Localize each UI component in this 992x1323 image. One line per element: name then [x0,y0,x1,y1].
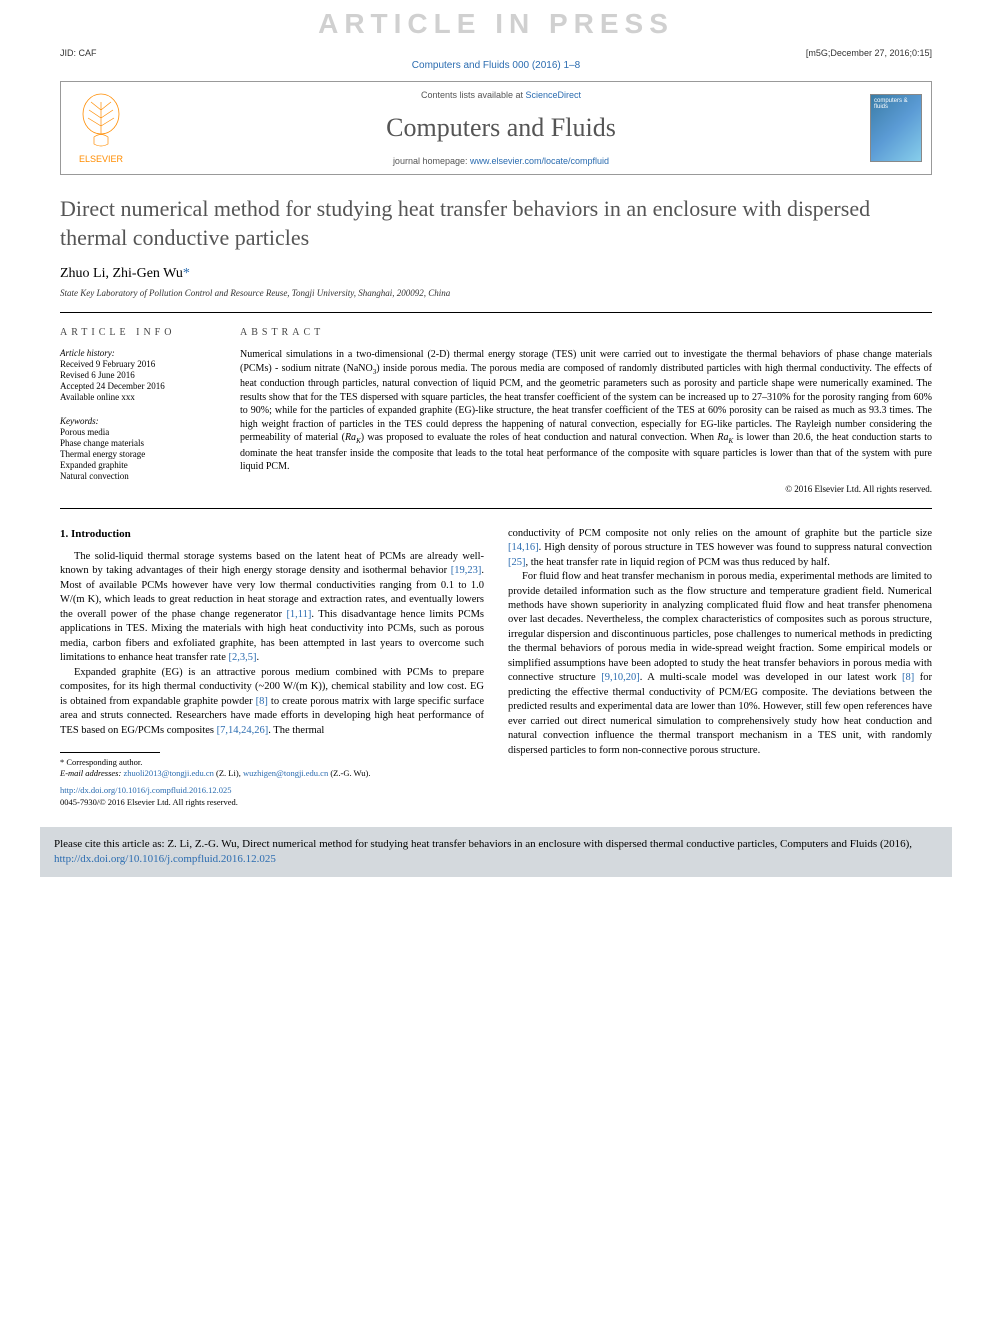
citation-ref[interactable]: [14,16] [508,542,539,553]
footnote-separator [60,752,160,753]
citation-ref[interactable]: [2,3,5] [229,652,257,663]
keyword: Expanded graphite [60,460,220,470]
keyword: Natural convection [60,471,220,481]
info-abstract-row: ARTICLE INFO Article history: Received 9… [60,313,932,508]
history-label: Article history: [60,348,220,358]
keyword: Thermal energy storage [60,449,220,459]
journal-reference: Computers and Fluids 000 (2016) 1–8 [0,60,992,71]
top-meta-row: JID: CAF [m5G;December 27, 2016;0:15] [0,48,992,58]
corresponding-author-label: * Corresponding author. [60,757,484,768]
homepage-label: journal homepage: [393,156,470,166]
email-name-1: (Z. Li), [214,768,243,778]
journal-homepage: journal homepage: www.elsevier.com/locat… [141,156,861,166]
elsevier-tree-icon [76,92,126,152]
cover-title: computers & fluids [874,98,918,110]
homepage-link[interactable]: www.elsevier.com/locate/compfluid [470,156,609,166]
citation-ref[interactable]: [19,23] [451,565,482,576]
keywords-label: Keywords: [60,416,220,426]
watermark-banner: ARTICLE IN PRESS [0,0,992,48]
citation-ref[interactable]: [1,11] [286,609,311,620]
corresponding-mark: * [183,266,190,281]
paragraph: For fluid flow and heat transfer mechani… [508,570,932,758]
citation-ref[interactable]: [7,14,24,26] [217,725,269,736]
article-info-heading: ARTICLE INFO [60,327,220,338]
section-heading: 1. Introduction [60,527,484,542]
online-date: Available online xxx [60,392,220,402]
email-link-2[interactable]: wuzhigen@tongji.edu.cn [243,768,328,778]
citation-ref[interactable]: [8] [256,696,268,707]
abstract-block: ABSTRACT Numerical simulations in a two-… [240,327,932,493]
email-label: E-mail addresses: [60,768,123,778]
body-columns: 1. Introduction The solid-liquid thermal… [60,527,932,809]
paragraph: Expanded graphite (EG) is an attractive … [60,666,484,738]
citation-ref[interactable]: [9,10,20] [601,672,640,683]
affiliation: State Key Laboratory of Pollution Contro… [60,288,932,298]
column-left: 1. Introduction The solid-liquid thermal… [60,527,484,809]
contents-available: Contents lists available at ScienceDirec… [141,90,861,100]
paragraph: conductivity of PCM composite not only r… [508,527,932,570]
paragraph: The solid-liquid thermal storage systems… [60,550,484,666]
column-right: conductivity of PCM composite not only r… [508,527,932,809]
author-names: Zhuo Li, Zhi-Gen Wu [60,266,183,281]
journal-cover-thumbnail: computers & fluids [870,94,922,162]
elsevier-logo: ELSEVIER [61,82,141,174]
journal-center: Contents lists available at ScienceDirec… [141,82,861,174]
citation-text: Please cite this article as: Z. Li, Z.-G… [54,838,912,850]
email-link-1[interactable]: zhuoli2013@tongji.edu.cn [123,768,213,778]
keyword: Porous media [60,427,220,437]
footnote-block: * Corresponding author. E-mail addresses… [60,757,484,779]
article-title: Direct numerical method for studying hea… [60,195,932,252]
citation-box: Please cite this article as: Z. Li, Z.-G… [40,827,952,878]
email-name-2: (Z.-G. Wu). [328,768,370,778]
doi-link[interactable]: http://dx.doi.org/10.1016/j.compfluid.20… [60,785,232,795]
contents-label: Contents lists available at [421,90,526,100]
abstract-text: Numerical simulations in a two-dimension… [240,348,932,473]
doi-block: http://dx.doi.org/10.1016/j.compfluid.20… [60,785,484,808]
jid-label: JID: CAF [60,48,97,58]
sciencedirect-link[interactable]: ScienceDirect [526,90,582,100]
journal-name: Computers and Fluids [141,113,861,143]
journal-header-box: ELSEVIER Contents lists available at Sci… [60,81,932,175]
copyright-line: © 2016 Elsevier Ltd. All rights reserved… [240,484,932,494]
citation-ref[interactable]: [25] [508,557,526,568]
revised-date: Revised 6 June 2016 [60,370,220,380]
journal-cover: computers & fluids [861,82,931,174]
issn-copyright: 0045-7930/© 2016 Elsevier Ltd. All right… [60,797,238,807]
citation-doi-link[interactable]: http://dx.doi.org/10.1016/j.compfluid.20… [54,853,276,865]
citation-ref[interactable]: [8] [902,672,914,683]
received-date: Received 9 February 2016 [60,359,220,369]
email-line: E-mail addresses: zhuoli2013@tongji.edu.… [60,768,484,779]
elsevier-label: ELSEVIER [79,154,123,164]
timestamp-label: [m5G;December 27, 2016;0:15] [806,48,932,58]
keyword: Phase change materials [60,438,220,448]
accepted-date: Accepted 24 December 2016 [60,381,220,391]
authors: Zhuo Li, Zhi-Gen Wu* [60,266,932,282]
article-info: ARTICLE INFO Article history: Received 9… [60,327,240,493]
abstract-heading: ABSTRACT [240,327,932,338]
